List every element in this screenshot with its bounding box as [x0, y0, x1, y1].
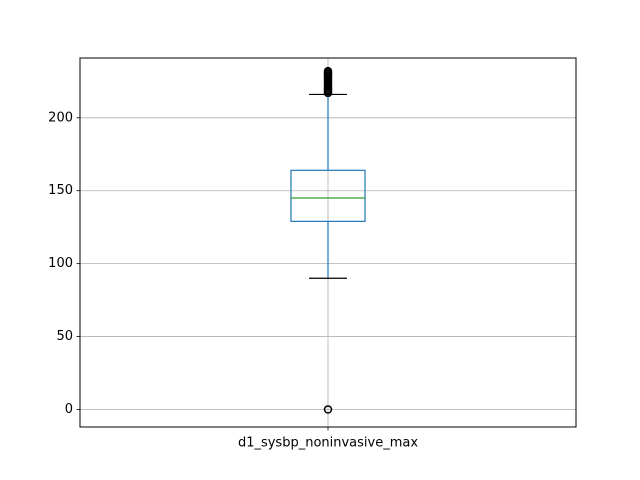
y-tick-label: 150 [48, 183, 73, 198]
outlier-point-high [323, 66, 333, 76]
y-tick-label: 50 [56, 329, 73, 344]
x-tick-label: d1_sysbp_noninvasive_max [238, 436, 418, 451]
y-tick-label: 0 [65, 402, 73, 417]
axis-layer: 0 50 100 150 200 d1_sysbp_noninvasive_max [48, 110, 418, 450]
y-tick-label: 200 [48, 110, 73, 125]
box-layer [290, 66, 366, 414]
outlier-point-low [323, 405, 333, 414]
y-tick-label: 100 [48, 256, 73, 271]
iqr-box [290, 169, 366, 222]
